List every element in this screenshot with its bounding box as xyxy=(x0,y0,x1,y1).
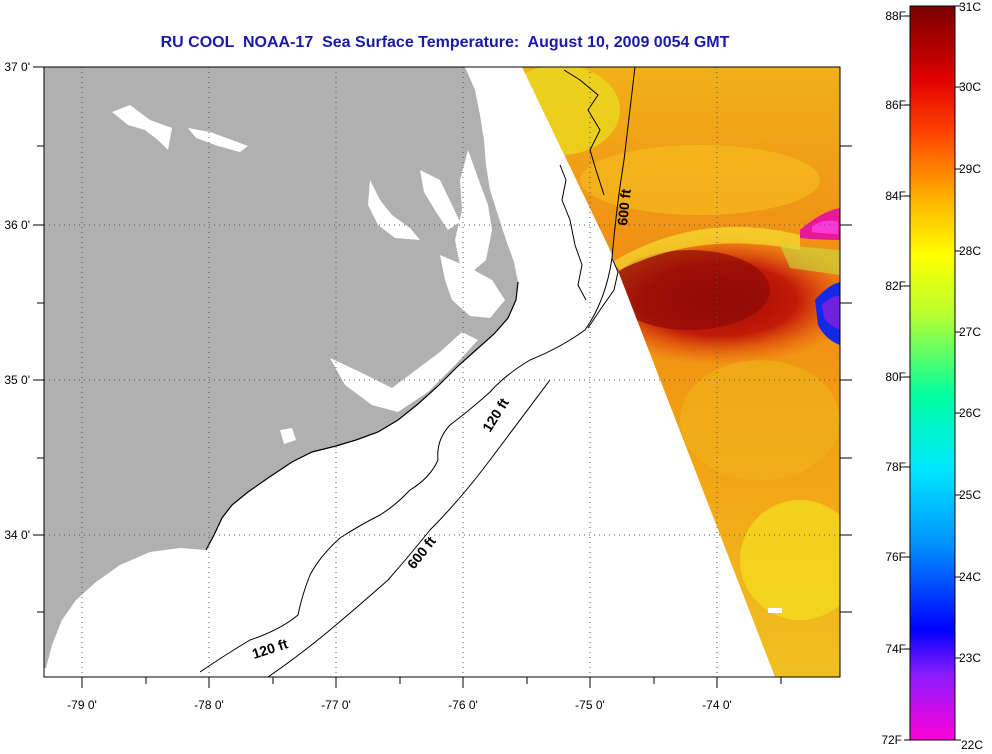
colorbar-f-label: 74F xyxy=(885,642,906,656)
colorbar-c-label: 22C xyxy=(961,738,983,752)
land-mass xyxy=(44,67,518,668)
inland-water xyxy=(112,105,505,444)
colorbar-c-label: 25C xyxy=(959,488,981,502)
colorbar-c-label: 31C xyxy=(959,0,981,14)
contour-label-600-north: 600 ft xyxy=(614,188,634,226)
colorbar-f-label: 78F xyxy=(885,460,906,474)
colorbar-c-label: 28C xyxy=(959,244,981,258)
colorbar-f-label: 76F xyxy=(885,550,906,564)
lon-label-75: -75 0' xyxy=(575,698,605,712)
colorbar-f-label: 72F xyxy=(881,733,902,747)
map-title: RU COOL NOAA-17 Sea Surface Temperature:… xyxy=(160,34,730,51)
lat-label-36: 36 0' xyxy=(4,218,30,232)
colorbar-f-label: 88F xyxy=(885,9,906,23)
colorbar-f-label: 80F xyxy=(885,370,906,384)
colorbar: 88F 86F 84F 82F 80F 78F 76F 74F 72F 31C … xyxy=(881,0,983,752)
colorbar-f-label: 86F xyxy=(885,98,906,112)
colorbar-c-label: 30C xyxy=(959,80,981,94)
colorbar-c-label: 26C xyxy=(959,406,981,420)
colorbar-c-label: 27C xyxy=(959,325,981,339)
lon-label-77: -77 0' xyxy=(321,698,351,712)
lon-label-79: -79 0' xyxy=(67,698,97,712)
depth-contours xyxy=(199,67,636,677)
colorbar-c-label: 29C xyxy=(959,162,981,176)
plot-frame xyxy=(43,66,841,678)
contour-label-600-south: 600 ft xyxy=(404,533,439,572)
graticule xyxy=(44,67,840,677)
latitude-labels: 37 0' 36 0' 35 0' 34 0' xyxy=(4,60,30,542)
lon-label-76: -76 0' xyxy=(448,698,478,712)
colorbar-c-label: 23C xyxy=(959,651,981,665)
contour-label-120-south: 120 ft xyxy=(250,635,290,662)
colorbar-f-label: 82F xyxy=(885,279,906,293)
axis-ticks xyxy=(33,66,852,688)
longitude-labels: -79 0' -78 0' -77 0' -76 0' -75 0' -74 0… xyxy=(67,698,732,712)
lon-label-74: -74 0' xyxy=(702,698,732,712)
colorbar-c-label: 24C xyxy=(959,570,981,584)
lat-label-37: 37 0' xyxy=(4,60,30,74)
sst-swath xyxy=(522,67,840,677)
lon-label-78: -78 0' xyxy=(194,698,224,712)
contour-label-120-mid: 120 ft xyxy=(479,395,512,435)
colorbar-gradient xyxy=(909,5,956,741)
lat-label-34: 34 0' xyxy=(4,528,30,542)
colorbar-f-label: 84F xyxy=(885,189,906,203)
lat-label-35: 35 0' xyxy=(4,373,30,387)
